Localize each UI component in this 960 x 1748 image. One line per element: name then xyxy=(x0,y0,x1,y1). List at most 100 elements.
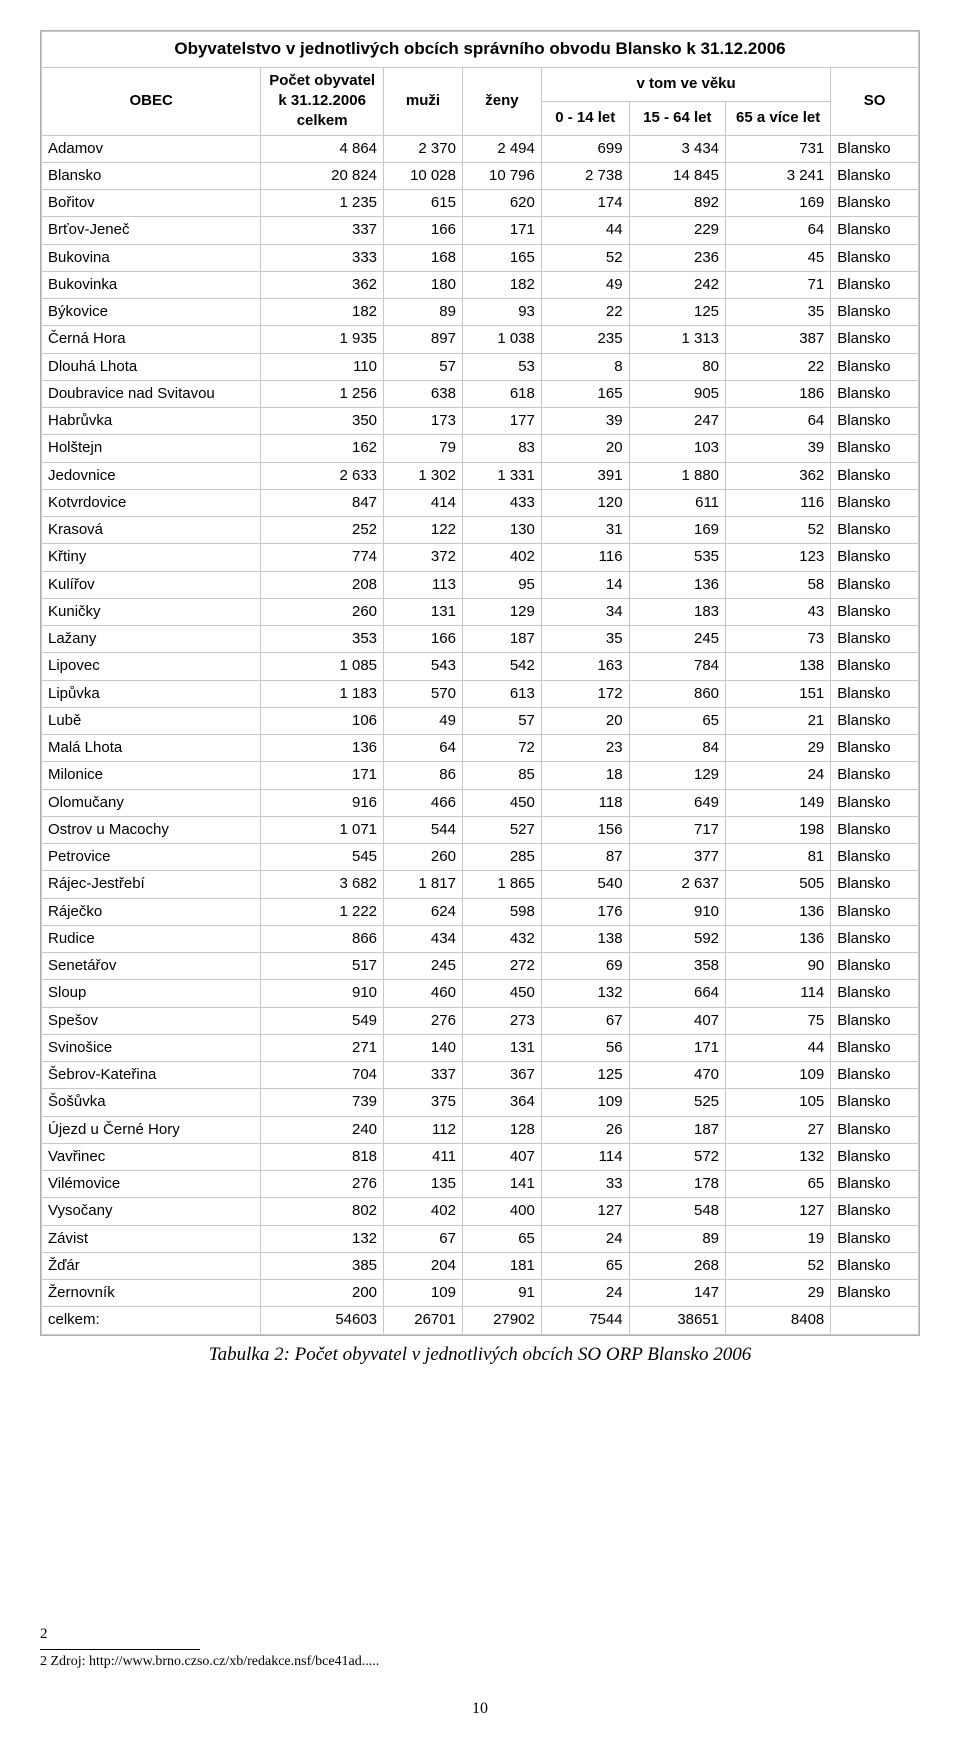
cell-num: 39 xyxy=(541,408,629,435)
cell-name: Malá Lhota xyxy=(42,735,261,762)
cell-num: 774 xyxy=(261,544,384,571)
cell-so: Blansko xyxy=(831,871,919,898)
table-row: Sloup910460450132664114Blansko xyxy=(42,980,919,1007)
cell-so: Blansko xyxy=(831,1225,919,1252)
cell-num: 1 038 xyxy=(462,326,541,353)
cell-num: 664 xyxy=(629,980,725,1007)
cell-so: Blansko xyxy=(831,1034,919,1061)
cell-num: 186 xyxy=(726,380,831,407)
cell-num: 260 xyxy=(261,598,384,625)
col-zeny: ženy xyxy=(462,67,541,135)
cell-so: Blansko xyxy=(831,517,919,544)
cell-num: 638 xyxy=(384,380,463,407)
cell-name: Žďár xyxy=(42,1252,261,1279)
cell-num: 84 xyxy=(629,735,725,762)
table-row: Kotvrdovice847414433120611116Blansko xyxy=(42,489,919,516)
cell-num: 549 xyxy=(261,1007,384,1034)
table-row: Habrůvka3501731773924764Blansko xyxy=(42,408,919,435)
cell-num: 172 xyxy=(541,680,629,707)
cell-num: 1 183 xyxy=(261,680,384,707)
cell-num: 109 xyxy=(726,1062,831,1089)
cell-num: 242 xyxy=(629,271,725,298)
table-row: Petrovice5452602858737781Blansko xyxy=(42,844,919,871)
cell-num: 22 xyxy=(541,299,629,326)
cell-name: Ostrov u Macochy xyxy=(42,816,261,843)
table-row: Ostrov u Macochy1 071544527156717198Blan… xyxy=(42,816,919,843)
cell-so: Blansko xyxy=(831,544,919,571)
cell-so: Blansko xyxy=(831,789,919,816)
cell-so: Blansko xyxy=(831,735,919,762)
cell-so: Blansko xyxy=(831,353,919,380)
cell-num: 1 331 xyxy=(462,462,541,489)
cell-num: 127 xyxy=(541,1198,629,1225)
table-title: Obyvatelstvo v jednotlivých obcích správ… xyxy=(42,32,919,68)
table-row: Adamov4 8642 3702 4946993 434731Blansko xyxy=(42,135,919,162)
cell-so: Blansko xyxy=(831,217,919,244)
cell-name: Černá Hora xyxy=(42,326,261,353)
cell-num: 527 xyxy=(462,816,541,843)
cell-num: 1 865 xyxy=(462,871,541,898)
cell-num: 649 xyxy=(629,789,725,816)
table-row: Černá Hora1 9358971 0382351 313387Blansk… xyxy=(42,326,919,353)
cell-num: 49 xyxy=(384,707,463,734)
cell-so: Blansko xyxy=(831,953,919,980)
cell-name: Vavřinec xyxy=(42,1143,261,1170)
cell-num: 14 845 xyxy=(629,162,725,189)
cell-num: 400 xyxy=(462,1198,541,1225)
table-row: Blansko20 82410 02810 7962 73814 8453 24… xyxy=(42,162,919,189)
table-row: Žernovník200109912414729Blansko xyxy=(42,1280,919,1307)
cell-num: 53 xyxy=(462,353,541,380)
cell-num: 333 xyxy=(261,244,384,271)
col-65plus: 65 a více let xyxy=(726,101,831,135)
cell-num: 739 xyxy=(261,1089,384,1116)
cell-num: 615 xyxy=(384,190,463,217)
cell-name: Újezd u Černé Hory xyxy=(42,1116,261,1143)
table-row: Krasová2521221303116952Blansko xyxy=(42,517,919,544)
col-so: SO xyxy=(831,67,919,135)
cell-num: 24 xyxy=(726,762,831,789)
cell-num: 90 xyxy=(726,953,831,980)
cell-num: 613 xyxy=(462,680,541,707)
cell-num: 818 xyxy=(261,1143,384,1170)
cell-num: 247 xyxy=(629,408,725,435)
cell-num: 38651 xyxy=(629,1307,725,1334)
cell-num: 35 xyxy=(726,299,831,326)
cell-num: 187 xyxy=(462,626,541,653)
cell-num: 136 xyxy=(726,925,831,952)
cell-num: 27902 xyxy=(462,1307,541,1334)
cell-num: 43 xyxy=(726,598,831,625)
population-table-wrap: Obyvatelstvo v jednotlivých obcích správ… xyxy=(40,30,920,1336)
cell-num: 79 xyxy=(384,435,463,462)
col-pocet-l1: Počet obyvatel xyxy=(267,71,377,91)
cell-name: Brťov-Jeneč xyxy=(42,217,261,244)
cell-name: Sloup xyxy=(42,980,261,1007)
col-pocet: Počet obyvatel k 31.12.2006 celkem xyxy=(261,67,384,135)
cell-num: 103 xyxy=(629,435,725,462)
cell-name: Bukovinka xyxy=(42,271,261,298)
cell-num: 140 xyxy=(384,1034,463,1061)
cell-num: 132 xyxy=(726,1143,831,1170)
cell-num: 178 xyxy=(629,1171,725,1198)
cell-num: 905 xyxy=(629,380,725,407)
cell-num: 109 xyxy=(384,1280,463,1307)
cell-num: 407 xyxy=(462,1143,541,1170)
cell-name: Petrovice xyxy=(42,844,261,871)
cell-so: Blansko xyxy=(831,326,919,353)
cell-num: 1 222 xyxy=(261,898,384,925)
cell-name: Šošůvka xyxy=(42,1089,261,1116)
cell-so: Blansko xyxy=(831,299,919,326)
cell-num: 149 xyxy=(726,789,831,816)
table-row: Spešov5492762736740775Blansko xyxy=(42,1007,919,1034)
cell-num: 57 xyxy=(384,353,463,380)
cell-so: Blansko xyxy=(831,707,919,734)
cell-num: 125 xyxy=(541,1062,629,1089)
table-row: Brťov-Jeneč3371661714422964Blansko xyxy=(42,217,919,244)
cell-num: 136 xyxy=(629,571,725,598)
cell-num: 21 xyxy=(726,707,831,734)
table-row: Dlouhá Lhota110575388022Blansko xyxy=(42,353,919,380)
cell-num: 358 xyxy=(629,953,725,980)
cell-name: Bořitov xyxy=(42,190,261,217)
cell-num: 52 xyxy=(726,517,831,544)
cell-name: Žernovník xyxy=(42,1280,261,1307)
cell-num: 132 xyxy=(261,1225,384,1252)
